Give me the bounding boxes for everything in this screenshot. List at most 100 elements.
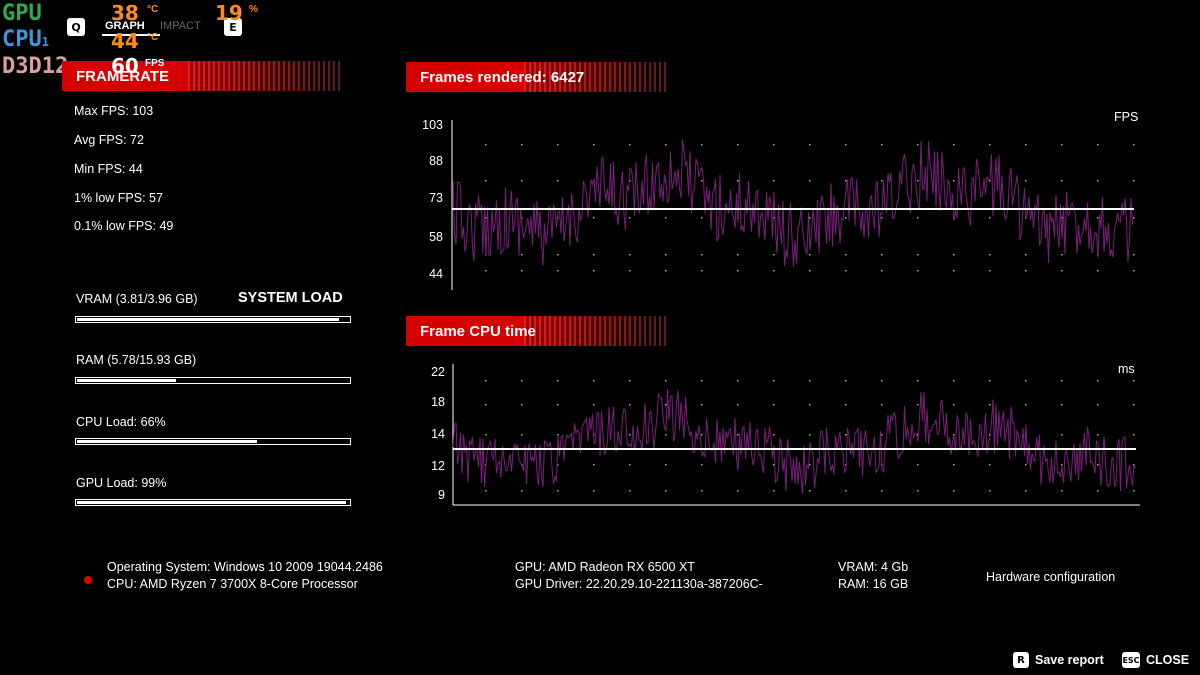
- grid-dot: [845, 254, 847, 256]
- grid-dot: [1061, 270, 1063, 272]
- grid-dot: [989, 144, 991, 146]
- grid-dot: [953, 144, 955, 146]
- e-key-icon[interactable]: E: [224, 18, 242, 36]
- grid-dot: [845, 404, 847, 406]
- grid-dot: [845, 490, 847, 492]
- grid-dot: [953, 270, 955, 272]
- save-report-button[interactable]: R Save report: [1013, 652, 1104, 668]
- save-report-label: Save report: [1035, 653, 1104, 667]
- grid-dot: [665, 144, 667, 146]
- grid-dot: [521, 380, 523, 382]
- grid-dot: [845, 270, 847, 272]
- grid-dot: [1097, 217, 1099, 219]
- cpu-load-fill: [77, 440, 257, 443]
- grid-dot: [1061, 404, 1063, 406]
- fps-value: 60: [111, 54, 139, 78]
- grid-dot: [1133, 380, 1135, 382]
- grid-dot: [485, 434, 487, 436]
- grid-dot: [881, 144, 883, 146]
- grid-dot: [989, 434, 991, 436]
- min-fps-stat: Min FPS: 44: [74, 162, 143, 176]
- grid-dot: [701, 490, 703, 492]
- grid-dot: [809, 490, 811, 492]
- grid-dot: [1097, 434, 1099, 436]
- impact-mode-label[interactable]: IMPACT: [160, 20, 201, 32]
- gpu-load-bar: [75, 499, 351, 506]
- ram-info: RAM: 16 GB: [838, 577, 909, 591]
- grid-dot: [629, 217, 631, 219]
- grid-dot: [773, 217, 775, 219]
- cpu-load-label: CPU Load: 66%: [76, 415, 166, 429]
- grid-dot: [1025, 404, 1027, 406]
- fps-tick-44: 44: [429, 267, 443, 281]
- gpu-driver-info: GPU Driver: 22.20.29.10-221130a-387206C-: [515, 577, 763, 591]
- grid-dot: [629, 180, 631, 182]
- cpu-chart-unit: ms: [1118, 362, 1135, 376]
- grid-dot: [521, 144, 523, 146]
- grid-dot: [629, 490, 631, 492]
- close-button[interactable]: ESC CLOSE: [1122, 652, 1189, 668]
- grid-dot: [701, 254, 703, 256]
- grid-dot: [1061, 254, 1063, 256]
- grid-dot: [1061, 180, 1063, 182]
- grid-dot: [989, 380, 991, 382]
- grid-dot: [593, 404, 595, 406]
- grid-dot: [557, 490, 559, 492]
- cpu-load-bar: [75, 438, 351, 445]
- grid-dot: [773, 434, 775, 436]
- grid-dot: [1133, 490, 1135, 492]
- gpu-overlay-label: GPU: [2, 1, 42, 26]
- grid-dot: [1061, 434, 1063, 436]
- graph-mode-label[interactable]: GRAPH: [105, 20, 145, 32]
- grid-dot: [1133, 254, 1135, 256]
- grid-dot: [845, 180, 847, 182]
- grid-dot: [773, 380, 775, 382]
- grid-dot: [1097, 464, 1099, 466]
- grid-dot: [881, 404, 883, 406]
- grid-dot: [881, 434, 883, 436]
- grid-dot: [737, 180, 739, 182]
- grid-dot: [557, 380, 559, 382]
- grid-dot: [1097, 270, 1099, 272]
- grid-dot: [557, 270, 559, 272]
- gpu-usage-unit: %: [249, 4, 258, 15]
- grid-dot: [953, 254, 955, 256]
- cpu-overlay-text: CPU: [2, 27, 42, 52]
- grid-dot: [485, 217, 487, 219]
- q-key-icon[interactable]: Q: [67, 18, 85, 36]
- grid-dot: [593, 270, 595, 272]
- fps-unit: FPS: [145, 58, 165, 69]
- status-dot-icon: [84, 576, 92, 584]
- esc-key-icon: ESC: [1122, 652, 1140, 668]
- grid-dot: [593, 380, 595, 382]
- grid-dot: [845, 144, 847, 146]
- low01-fps-stat: 0.1% low FPS: 49: [74, 219, 174, 233]
- vram-info: VRAM: 4 Gb: [838, 560, 909, 574]
- cpu-temp-value: 44: [111, 29, 139, 53]
- grid-dot: [701, 180, 703, 182]
- grid-dot: [917, 380, 919, 382]
- frames-rendered-title: Frames rendered: 6427: [420, 68, 585, 86]
- grid-dot: [701, 380, 703, 382]
- grid-dot: [485, 270, 487, 272]
- gpu-usage-value: 19: [215, 1, 243, 25]
- grid-dot: [953, 434, 955, 436]
- grid-dot: [953, 490, 955, 492]
- grid-dot: [593, 490, 595, 492]
- grid-dot: [1025, 270, 1027, 272]
- grid-dot: [557, 144, 559, 146]
- grid-dot: [737, 434, 739, 436]
- ram-load-bar: [75, 377, 351, 384]
- grid-dot: [665, 434, 667, 436]
- fps-graph: [451, 120, 1135, 290]
- frames-rendered-banner: Frames rendered: 6427: [406, 62, 668, 92]
- grid-dot: [629, 144, 631, 146]
- grid-dot: [773, 464, 775, 466]
- grid-dot: [1025, 490, 1027, 492]
- system-load-title: SYSTEM LOAD: [238, 290, 343, 306]
- cpu-tick-12: 12: [431, 459, 445, 473]
- fps-tick-88: 88: [429, 154, 443, 168]
- grid-dot: [953, 180, 955, 182]
- grid-dot: [917, 254, 919, 256]
- grid-dot: [953, 380, 955, 382]
